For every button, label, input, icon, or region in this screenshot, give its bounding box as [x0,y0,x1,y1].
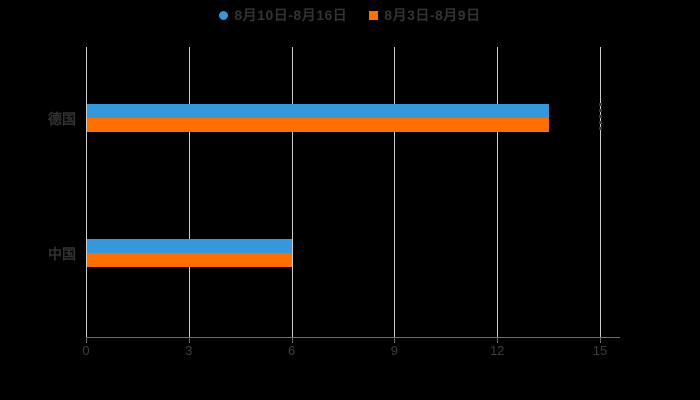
x-axis-line [86,337,620,338]
gridline [291,47,293,337]
x-axis-tick-0 [86,338,87,343]
x-axis-tick-15 [600,338,601,343]
x-tick-label-12: 12 [489,343,505,358]
bar-德国-8月3日-8月9日 [87,118,549,132]
x-tick-label-6: 6 [287,343,296,358]
x-axis-tick-6 [291,338,293,343]
chart-legend: 8月10日-8月16日 8月3日-8月9日 [0,5,700,25]
bar-中国-8月10日-8月16日 [87,239,292,253]
legend-marker-circle-icon [219,10,229,20]
x-tick-label-3: 3 [185,343,193,358]
y-axis-line [86,47,87,337]
x-axis-tick-9 [394,338,396,343]
x-axis-tick-12 [497,338,499,343]
category-label-德国: 德国 [48,111,76,127]
x-tick-label-15: 15 [592,343,608,358]
gridline [497,47,499,337]
legend-label-week1: 8月3日-8月9日 [384,7,481,23]
x-axis-tick-3 [188,338,190,343]
x-tick-label-9: 9 [390,343,398,358]
category-label-中国: 中国 [48,246,76,262]
gridline [600,47,601,337]
bar-中国-8月3日-8月9日 [87,253,292,267]
dashed-line-annotation [599,103,602,133]
gridline [188,47,190,337]
legend-item-week1[interactable]: 8月3日-8月9日 [369,5,480,25]
legend-item-week2[interactable]: 8月10日-8月16日 [219,5,347,25]
x-tick-label-0: 0 [82,343,90,358]
legend-marker-square-icon [369,10,379,20]
legend-label-week2: 8月10日-8月16日 [234,7,348,23]
gridline [394,47,396,337]
bar-德国-8月10日-8月16日 [87,104,549,118]
